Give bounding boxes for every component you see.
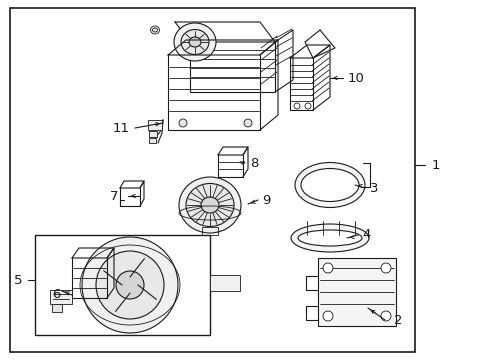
Circle shape — [116, 271, 144, 299]
Text: 3: 3 — [370, 181, 378, 194]
Bar — [50, 290, 72, 304]
Circle shape — [381, 311, 391, 321]
Circle shape — [82, 237, 178, 333]
Text: 7: 7 — [109, 189, 118, 202]
Bar — [148, 120, 162, 130]
Text: 2: 2 — [394, 315, 402, 328]
Ellipse shape — [295, 162, 365, 207]
Ellipse shape — [150, 26, 160, 34]
Text: 9: 9 — [262, 194, 270, 207]
Ellipse shape — [179, 177, 241, 233]
Ellipse shape — [298, 230, 362, 246]
Text: 10: 10 — [348, 72, 365, 85]
Bar — [149, 138, 156, 143]
Text: 6: 6 — [51, 288, 60, 302]
Ellipse shape — [291, 224, 369, 252]
Ellipse shape — [201, 197, 219, 213]
Text: 11: 11 — [113, 122, 130, 135]
Circle shape — [96, 251, 164, 319]
Text: 5: 5 — [14, 274, 22, 287]
Bar — [210, 275, 240, 291]
Ellipse shape — [152, 28, 157, 32]
Ellipse shape — [189, 37, 201, 47]
Circle shape — [323, 263, 333, 273]
Circle shape — [244, 119, 252, 127]
Ellipse shape — [186, 184, 234, 226]
Ellipse shape — [301, 168, 359, 202]
Circle shape — [323, 311, 333, 321]
Bar — [35, 235, 210, 335]
Bar — [52, 304, 62, 312]
Text: 8: 8 — [250, 157, 258, 170]
Ellipse shape — [181, 30, 209, 54]
Bar — [149, 131, 157, 137]
Bar — [10, 8, 415, 352]
Circle shape — [179, 119, 187, 127]
Circle shape — [381, 263, 391, 273]
Text: 1: 1 — [432, 158, 441, 171]
Bar — [202, 227, 218, 235]
Bar — [318, 258, 396, 326]
Text: 4: 4 — [362, 229, 370, 242]
Ellipse shape — [174, 23, 216, 61]
